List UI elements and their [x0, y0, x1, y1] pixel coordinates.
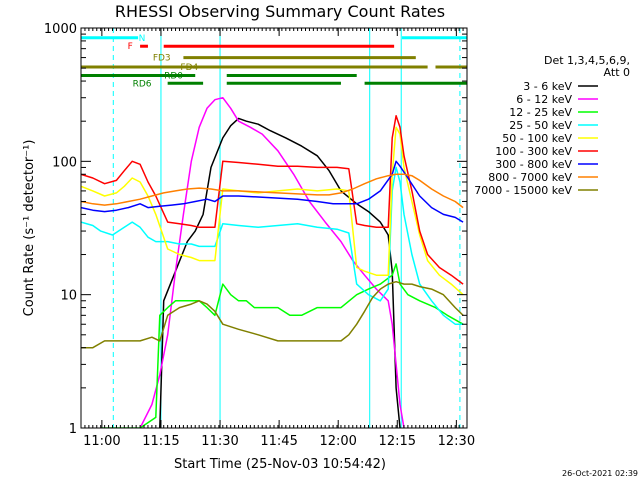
legend-label-4: 25 - 50 keV — [509, 119, 572, 132]
x-tick-label-0: 11:00 — [83, 434, 120, 449]
y-tick-label-2: 100 — [52, 155, 77, 170]
legend-label-5: 50 - 100 keV — [502, 132, 572, 145]
chart-title: RHESSI Observing Summary Count Rates — [115, 2, 445, 21]
x-tick-label-6: 12:30 — [438, 434, 475, 449]
x-tick-label-5: 12:15 — [379, 434, 416, 449]
flag-label-fd3: FD3 — [153, 54, 171, 64]
x-tick-label-3: 11:45 — [260, 434, 297, 449]
legend-header-0: Det 1,3,4,5,6,9, — [544, 54, 630, 67]
legend-label-2: 6 - 12 keV — [516, 93, 572, 106]
flag-label-fd4: FD4 — [180, 63, 198, 73]
x-tick-label-1: 11:15 — [142, 434, 179, 449]
y-tick-label-0: 1 — [69, 422, 77, 437]
y-axis-label: Count Rate (s⁻¹ detector⁻¹) — [22, 140, 37, 317]
legend-label-1: 3 - 6 keV — [523, 80, 572, 93]
x-tick-label-4: 12:00 — [319, 434, 356, 449]
flag-label-rd0: RD0 — [164, 72, 183, 82]
flag-label-n: N — [139, 34, 146, 44]
series-line-4 — [81, 166, 464, 325]
legend-label-9: 7000 - 15000 keV — [474, 184, 572, 197]
series-line-3 — [100, 263, 464, 428]
series-line-1 — [159, 117, 401, 428]
plot-frame — [80, 27, 468, 429]
legend-label-3: 12 - 25 keV — [509, 106, 572, 119]
y-tick-label-1: 10 — [60, 289, 77, 304]
legend-label-7: 300 - 800 keV — [495, 158, 572, 171]
x-tick-label-2: 11:30 — [201, 434, 238, 449]
series-line-6 — [81, 114, 464, 285]
flag-label-rd6: RD6 — [133, 79, 152, 89]
series-line-2 — [139, 96, 405, 428]
series-line-9 — [81, 280, 464, 349]
series-line-8 — [81, 173, 464, 209]
legend-label-6: 100 - 300 keV — [495, 145, 572, 158]
footer-stamp: 26-Oct-2021 02:39 — [562, 469, 638, 478]
x-axis-label: Start Time (25-Nov-03 10:54:42) — [174, 457, 386, 472]
flag-label-f: F — [128, 42, 133, 52]
legend-header-1: Att 0 — [604, 66, 630, 79]
legend-label-8: 800 - 7000 keV — [488, 171, 572, 184]
y-tick-label-3: 1000 — [44, 22, 77, 37]
